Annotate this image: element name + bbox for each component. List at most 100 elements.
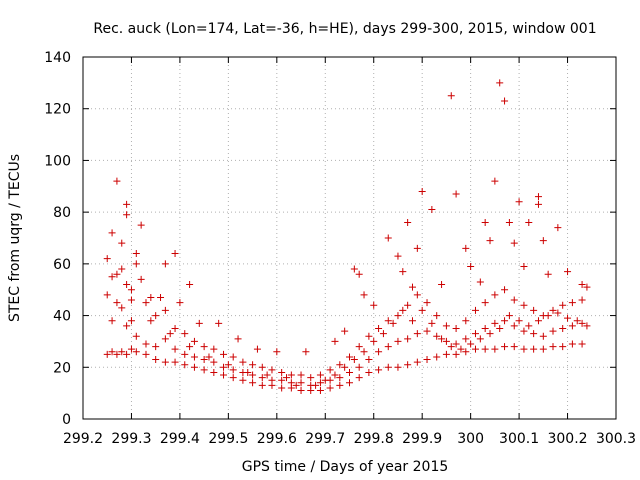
data-point: [384, 317, 392, 325]
data-point: [195, 319, 203, 327]
data-point: [534, 317, 542, 325]
data-point: [142, 350, 150, 358]
x-tick-label: 299.6: [257, 431, 297, 447]
data-point: [539, 332, 547, 340]
data-point: [389, 319, 397, 327]
data-point: [539, 237, 547, 245]
data-point: [113, 177, 121, 185]
x-tick-label: 300.2: [547, 431, 587, 447]
data-point: [229, 366, 237, 374]
x-tick-label: 299.3: [111, 431, 151, 447]
data-point: [442, 322, 450, 330]
data-point: [384, 363, 392, 371]
data-point: [157, 293, 165, 301]
data-point: [423, 327, 431, 335]
x-tick-label: 299.2: [63, 431, 103, 447]
data-point: [152, 343, 160, 351]
data-point: [186, 281, 194, 289]
data-point: [370, 337, 378, 345]
data-point: [394, 252, 402, 260]
data-point: [210, 368, 218, 376]
data-point: [176, 299, 184, 307]
data-point: [127, 345, 135, 353]
data-point: [312, 381, 320, 389]
data-point: [123, 350, 131, 358]
data-point: [520, 327, 528, 335]
data-point: [564, 314, 572, 322]
data-point: [510, 239, 518, 247]
data-point: [210, 345, 218, 353]
data-point: [559, 325, 567, 332]
data-point: [471, 306, 479, 314]
data-point: [384, 343, 392, 351]
data-point: [404, 218, 412, 226]
data-point: [220, 363, 228, 371]
data-point: [278, 376, 286, 384]
data-point: [152, 356, 160, 364]
data-point: [336, 374, 344, 382]
data-point: [544, 312, 552, 320]
data-point: [573, 317, 581, 325]
data-point: [336, 381, 344, 389]
data-point: [442, 337, 450, 345]
data-points: [103, 79, 591, 395]
data-point: [365, 356, 373, 364]
data-point: [239, 358, 247, 366]
y-tick-label: 120: [44, 102, 71, 118]
data-point: [486, 330, 494, 338]
data-point: [549, 327, 557, 335]
data-point: [108, 317, 116, 325]
data-point: [360, 348, 368, 356]
x-axis-label: GPS time / Days of year 2015: [242, 459, 449, 475]
data-point: [326, 384, 334, 392]
data-point: [239, 376, 247, 384]
data-point: [413, 330, 421, 338]
data-point: [234, 335, 242, 343]
data-point: [161, 306, 169, 314]
data-point: [583, 322, 591, 330]
data-point: [433, 332, 441, 340]
data-point: [103, 350, 111, 358]
data-point: [137, 221, 145, 229]
data-point: [123, 211, 131, 219]
data-point: [462, 244, 470, 252]
data-point: [510, 296, 518, 304]
data-point: [442, 350, 450, 358]
data-point: [370, 301, 378, 309]
data-point: [394, 363, 402, 371]
data-point: [108, 348, 116, 356]
data-point: [413, 244, 421, 252]
data-point: [539, 345, 547, 353]
data-point: [534, 193, 542, 201]
data-point: [462, 317, 470, 325]
data-point: [520, 345, 528, 353]
data-point: [268, 366, 276, 374]
data-point: [462, 348, 470, 356]
data-point: [249, 361, 257, 369]
data-point: [384, 234, 392, 242]
data-point: [452, 325, 460, 332]
y-tick-label: 0: [62, 412, 71, 428]
data-point: [118, 265, 126, 273]
data-point: [375, 348, 383, 356]
x-tick-label: 299.4: [160, 431, 200, 447]
data-point: [108, 229, 116, 237]
data-point: [549, 343, 557, 351]
data-point: [200, 356, 208, 364]
data-point: [355, 374, 363, 382]
data-point: [549, 306, 557, 314]
data-point: [515, 317, 523, 325]
data-point: [287, 371, 295, 379]
data-point: [287, 379, 295, 387]
data-point: [365, 332, 373, 340]
y-tick-label: 100: [44, 153, 71, 169]
data-point: [355, 363, 363, 371]
data-point: [413, 291, 421, 299]
data-point: [307, 374, 315, 382]
data-point: [501, 317, 509, 325]
data-point: [118, 304, 126, 312]
y-tick-label: 60: [53, 257, 71, 273]
data-point: [297, 371, 305, 379]
data-point: [510, 322, 518, 330]
